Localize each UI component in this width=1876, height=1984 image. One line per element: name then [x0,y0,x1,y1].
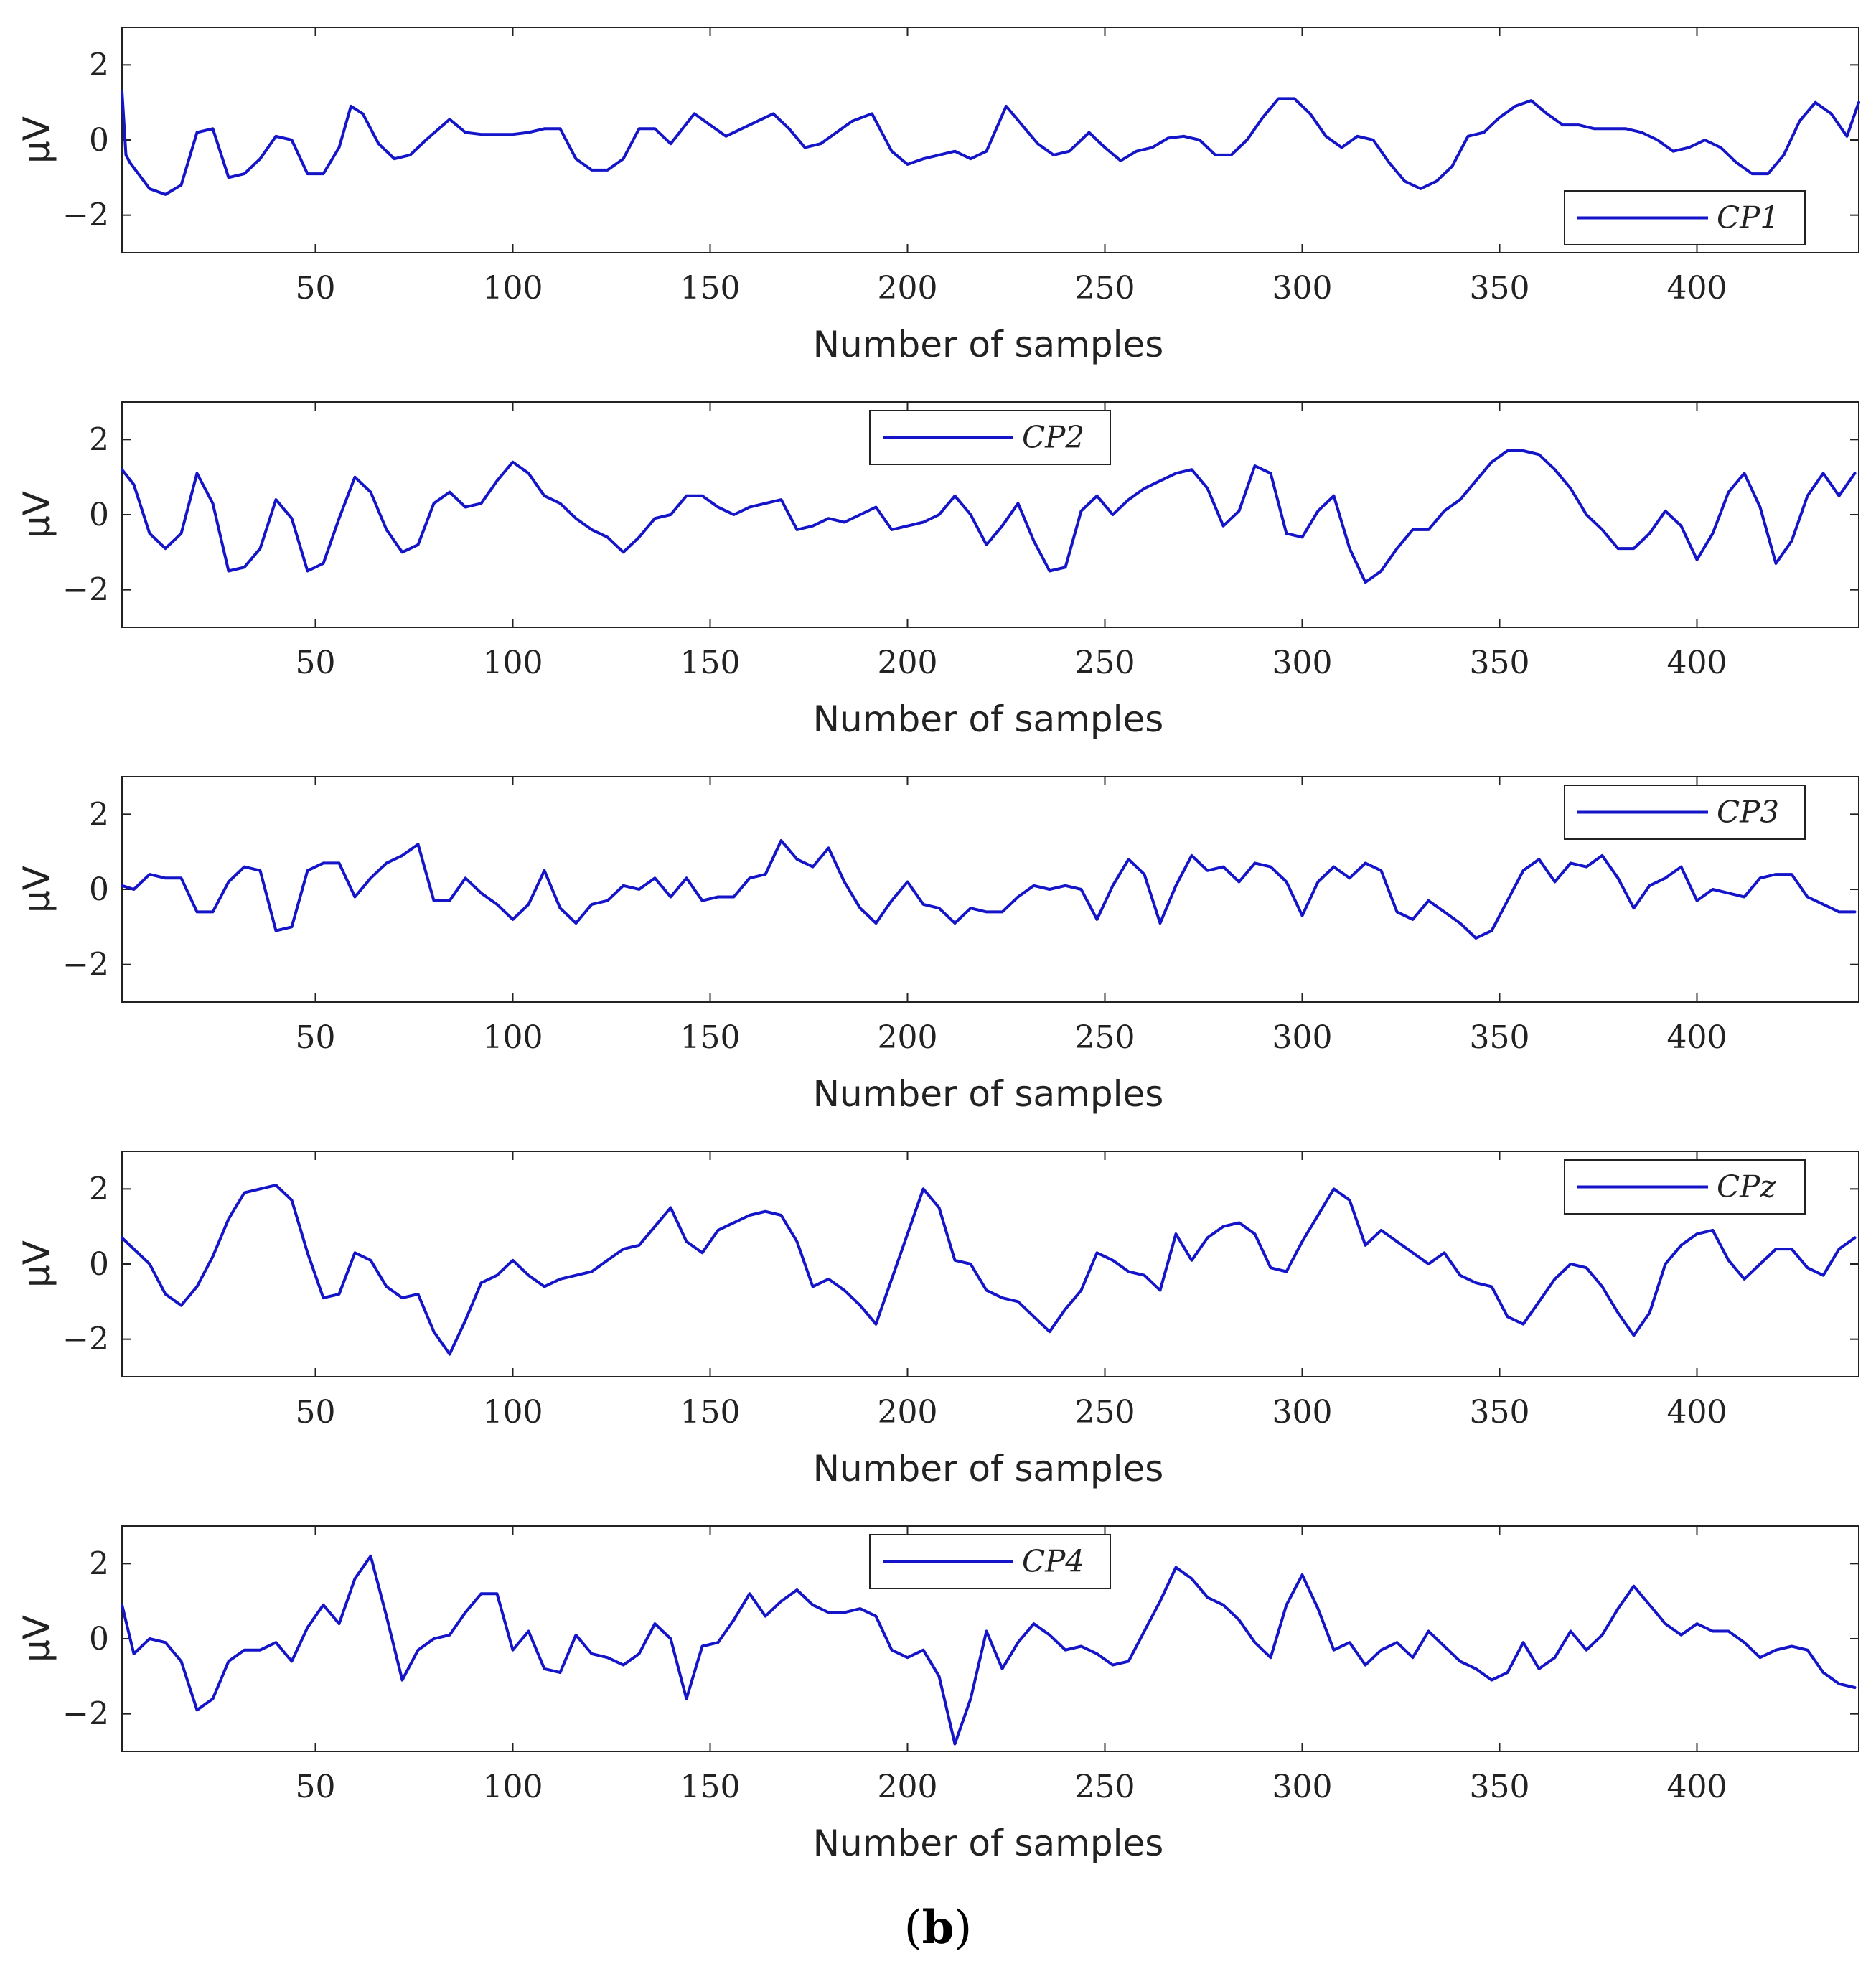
y-axis-label: μV [16,491,57,538]
x-tick-label: 400 [1667,1394,1727,1431]
y-tick-label: −2 [62,947,109,983]
chart-panel-4: 50 100 150 200 250 300 350 400 2 0 −2 Number of sam… [16,1151,1859,1489]
x-tick-label: 300 [1272,1769,1333,1805]
x-tick-label: 300 [1272,1394,1333,1431]
y-tick-label: 0 [89,1246,109,1283]
y-axis-label: μV [16,866,57,913]
legend: CPz [1564,1159,1806,1215]
x-tick-label: 100 [483,645,543,681]
figure-caption: (b) [904,1901,972,1955]
legend: CP1 [1564,190,1806,245]
x-tick-label: 250 [1075,1019,1135,1056]
y-tick-label: 0 [89,871,109,908]
y-tick-label: 0 [89,1621,109,1657]
x-tick-label: 250 [1075,1769,1135,1805]
y-tick-label: 0 [89,497,109,533]
legend: CP3 [1564,785,1806,840]
y-tick-label: 2 [89,421,109,458]
x-axis-label: Number of samples [813,698,1164,740]
chart-panel-1: 50 100 150 200 250 300 350 400 2 0 −2 Number of sam… [16,27,1860,365]
y-tick-label: −2 [62,1696,109,1733]
y-tick-label: 2 [89,1171,109,1207]
series-line-cp2 [121,449,1857,584]
x-tick-label: 150 [680,270,741,307]
x-tick-label: 300 [1272,1019,1333,1056]
x-axis-label: Number of samples [813,324,1164,365]
chart-panel-5: 50 100 150 200 250 300 350 400 2 0 −2 Number of sam… [16,1525,1859,1864]
y-axis-label: μV [16,116,57,164]
x-tick-label: 150 [680,1019,741,1056]
legend-label: CP4 [1022,1544,1084,1579]
legend: CP4 [869,1534,1111,1589]
x-tick-label: 100 [483,1769,543,1805]
x-tick-label: 50 [296,270,336,307]
legend: CP2 [869,410,1111,465]
x-tick-label: 150 [680,1394,741,1431]
x-tick-label: 200 [878,645,938,681]
legend-label: CP1 [1717,200,1779,235]
legend-label: CP2 [1022,420,1084,455]
chart-panel-3: 50 100 150 200 250 300 350 400 2 0 −2 Number of sam… [16,776,1859,1115]
y-axis-label: μV [16,1615,57,1662]
y-tick-label: 0 [89,122,109,159]
x-tick-label: 350 [1470,270,1530,307]
x-tick-label: 100 [483,270,543,307]
chart-panel-2: 50 100 150 200 250 300 350 400 2 0 −2 Number of sam… [16,401,1859,740]
x-tick-label: 50 [296,1769,336,1805]
x-tick-label: 50 [296,1019,336,1056]
x-tick-label: 150 [680,1769,741,1805]
legend-label: CP3 [1717,795,1779,830]
x-tick-label: 200 [878,1019,938,1056]
x-axis-label: Number of samples [813,1822,1164,1864]
x-axis-label: Number of samples [813,1073,1164,1115]
y-tick-label: −2 [62,572,109,609]
series-line-cpz [121,1184,1857,1356]
x-tick-label: 350 [1470,645,1530,681]
x-tick-label: 250 [1075,270,1135,307]
x-tick-label: 50 [296,1394,336,1431]
x-tick-label: 250 [1075,645,1135,681]
x-tick-label: 50 [296,645,336,681]
y-axis-label: μV [16,1240,57,1288]
x-tick-label: 100 [483,1019,543,1056]
x-tick-label: 100 [483,1394,543,1431]
x-tick-label: 350 [1470,1019,1530,1056]
x-tick-label: 400 [1667,1769,1727,1805]
x-axis-label: Number of samples [813,1448,1164,1489]
y-tick-label: 2 [89,1545,109,1582]
x-tick-label: 200 [878,270,938,307]
y-tick-label: 2 [89,47,109,83]
y-tick-label: 2 [89,796,109,833]
x-tick-label: 400 [1667,1019,1727,1056]
series-line-cp3 [121,839,1857,940]
y-tick-label: −2 [62,1321,109,1358]
x-tick-label: 300 [1272,270,1333,307]
legend-label: CPz [1717,1169,1776,1204]
series-line-cp4 [121,1554,1857,1746]
x-tick-label: 200 [878,1769,938,1805]
series-line-cp1 [121,90,1860,196]
y-tick-label: −2 [62,197,109,234]
x-tick-label: 400 [1667,270,1727,307]
x-tick-label: 350 [1470,1394,1530,1431]
x-tick-label: 250 [1075,1394,1135,1431]
x-tick-label: 400 [1667,645,1727,681]
x-tick-label: 200 [878,1394,938,1431]
x-tick-label: 150 [680,645,741,681]
x-tick-label: 350 [1470,1769,1530,1805]
x-tick-label: 300 [1272,645,1333,681]
